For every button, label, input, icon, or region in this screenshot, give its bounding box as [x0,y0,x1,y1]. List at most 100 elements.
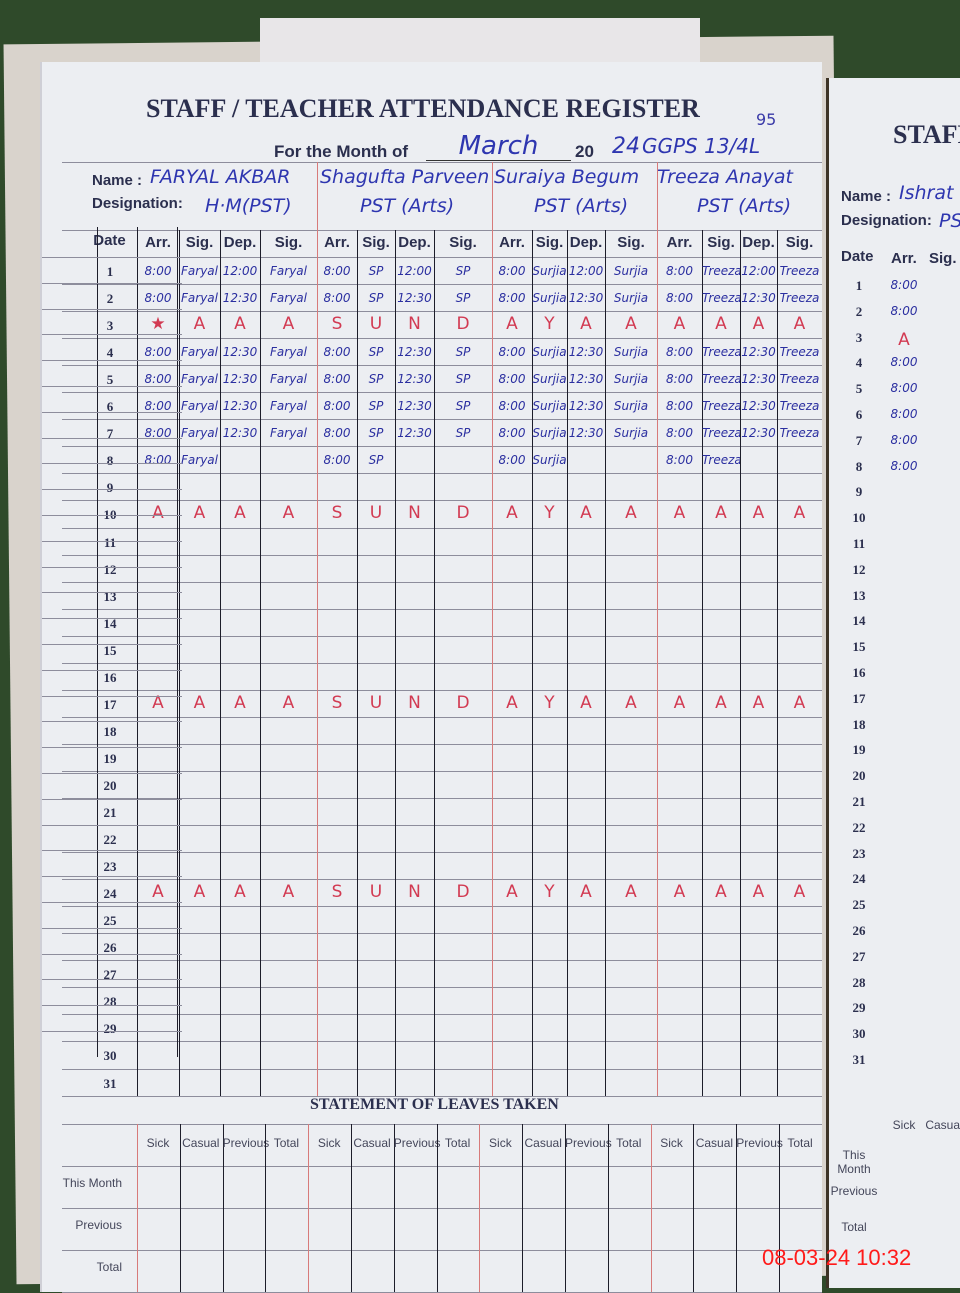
row-divider [62,1014,822,1016]
leaves-column-divider [436,1124,438,1292]
date-cell: 14 [103,615,117,631]
attendance-cell: SP [455,291,471,306]
column-divider [260,230,261,1096]
attendance-cell: A [506,882,518,903]
attendance-cell: U [369,503,383,524]
attendance-cell: Treeza [779,291,820,306]
attendance-cell: A [506,503,518,524]
attendance-cell: Treeza [702,399,740,414]
right-date-cell: 16 [852,665,866,680]
attendance-cell: SP [455,264,471,278]
row-divider [62,987,822,989]
year-prefix: 20 [575,142,594,161]
column-header: Arr. [145,234,171,251]
date-cell: 8 [106,453,114,469]
attendance-cell: Surjia [613,345,649,360]
attendance-cell: A [752,503,765,524]
right-arrival-cell: 8:00 [890,407,918,421]
attendance-cell: Faryal [270,399,307,414]
column-divider [777,230,778,1096]
right-row-divider [42,953,182,955]
attendance-cell: A [193,314,206,335]
leaves-column-divider [650,1124,652,1292]
right-name-label: Name : [841,188,892,205]
header-divider [62,162,822,163]
right-arr-header: Arr. [891,250,917,267]
attendance-cell: A [234,692,246,713]
attendance-cell: Surjia [532,372,567,387]
leaves-header: Previous [393,1136,441,1150]
right-date-cell: 31 [852,1052,866,1067]
column-divider [702,230,703,1096]
right-date-cell: 5 [855,381,863,397]
leaves-header: Total [616,1136,642,1150]
attendance-cell: 8:00 [323,264,351,278]
attendance-cell: A [282,503,295,524]
attendance-cell: 12:30 [397,372,432,387]
attendance-cell: A [625,692,637,713]
right-row-divider [42,669,182,671]
right-arrival-cell: 8:00 [890,355,918,370]
leaves-header: Casual [353,1136,391,1150]
attendance-cell: Surjia [532,426,567,441]
attendance-cell: Surjia [613,372,649,387]
date-cell: 24 [103,886,117,902]
attendance-cell: 8:00 [498,426,526,441]
attendance-cell: 8:00 [144,399,172,414]
leaves-column-divider [179,1124,181,1292]
right-date-cell: 3 [855,329,863,345]
column-header: Dep. [398,234,431,251]
leaves-row-divider [62,1124,822,1125]
attendance-cell: A [234,503,246,524]
attendance-cell: 8:00 [498,453,526,468]
attendance-cell: Faryal [270,291,307,306]
attendance-cell: Treeza [702,426,740,441]
photo-timestamp: 08-03-24 10:32 [762,1245,912,1270]
attendance-cell: S [331,503,343,524]
date-cell: 26 [103,940,117,956]
right-leaves-row: This Month [837,1148,871,1176]
row-divider [62,500,822,502]
right-date-cell: 19 [852,742,866,758]
right-date-cell: 30 [852,1026,866,1042]
attendance-cell: A [282,314,295,335]
row-divider [62,798,822,799]
leaves-header: Total [273,1136,300,1150]
right-date-cell: 9 [855,484,863,500]
column-header: Arr. [324,234,350,251]
leaves-column-divider [736,1124,738,1292]
attendance-cell: Surjia [532,264,567,278]
leaves-header: Sick [317,1136,341,1150]
attendance-cell: A [625,503,637,524]
column-divider [605,230,606,1096]
right-date-header: Date [841,248,874,265]
attendance-cell: Surjia [532,291,567,306]
date-header: Date [93,232,126,249]
row-divider [62,635,822,637]
attendance-cell: A [152,503,164,524]
date-cell: 6 [106,399,114,415]
leaves-header: Total [787,1136,813,1150]
right-date-cell: 7 [855,432,863,448]
month-label: For the Month of [274,142,409,161]
attendance-cell: A [715,882,727,903]
attendance-cell: A [625,314,637,335]
date-cell: 13 [103,588,117,604]
attendance-cell: 12:30 [741,426,776,441]
right-row-divider [42,489,182,491]
attendance-cell: D [456,503,470,524]
attendance-cell: N [408,503,421,524]
attendance-cell: SP [368,453,384,468]
attendance-cell: Surjia [613,399,649,414]
right-row-divider [42,979,182,981]
attendance-cell: Faryal [270,426,307,441]
attendance-cell: Surjia [613,426,649,441]
attendance-cell: Treeza [779,264,820,278]
right-row-divider [42,824,182,826]
month-value: March [426,132,571,161]
attendance-cell: Faryal [181,426,218,441]
attendance-cell: S [331,692,343,713]
school-code: GGPS 13/4L [642,134,761,158]
attendance-cell: SP [368,426,384,441]
attendance-cell: SP [368,345,384,360]
